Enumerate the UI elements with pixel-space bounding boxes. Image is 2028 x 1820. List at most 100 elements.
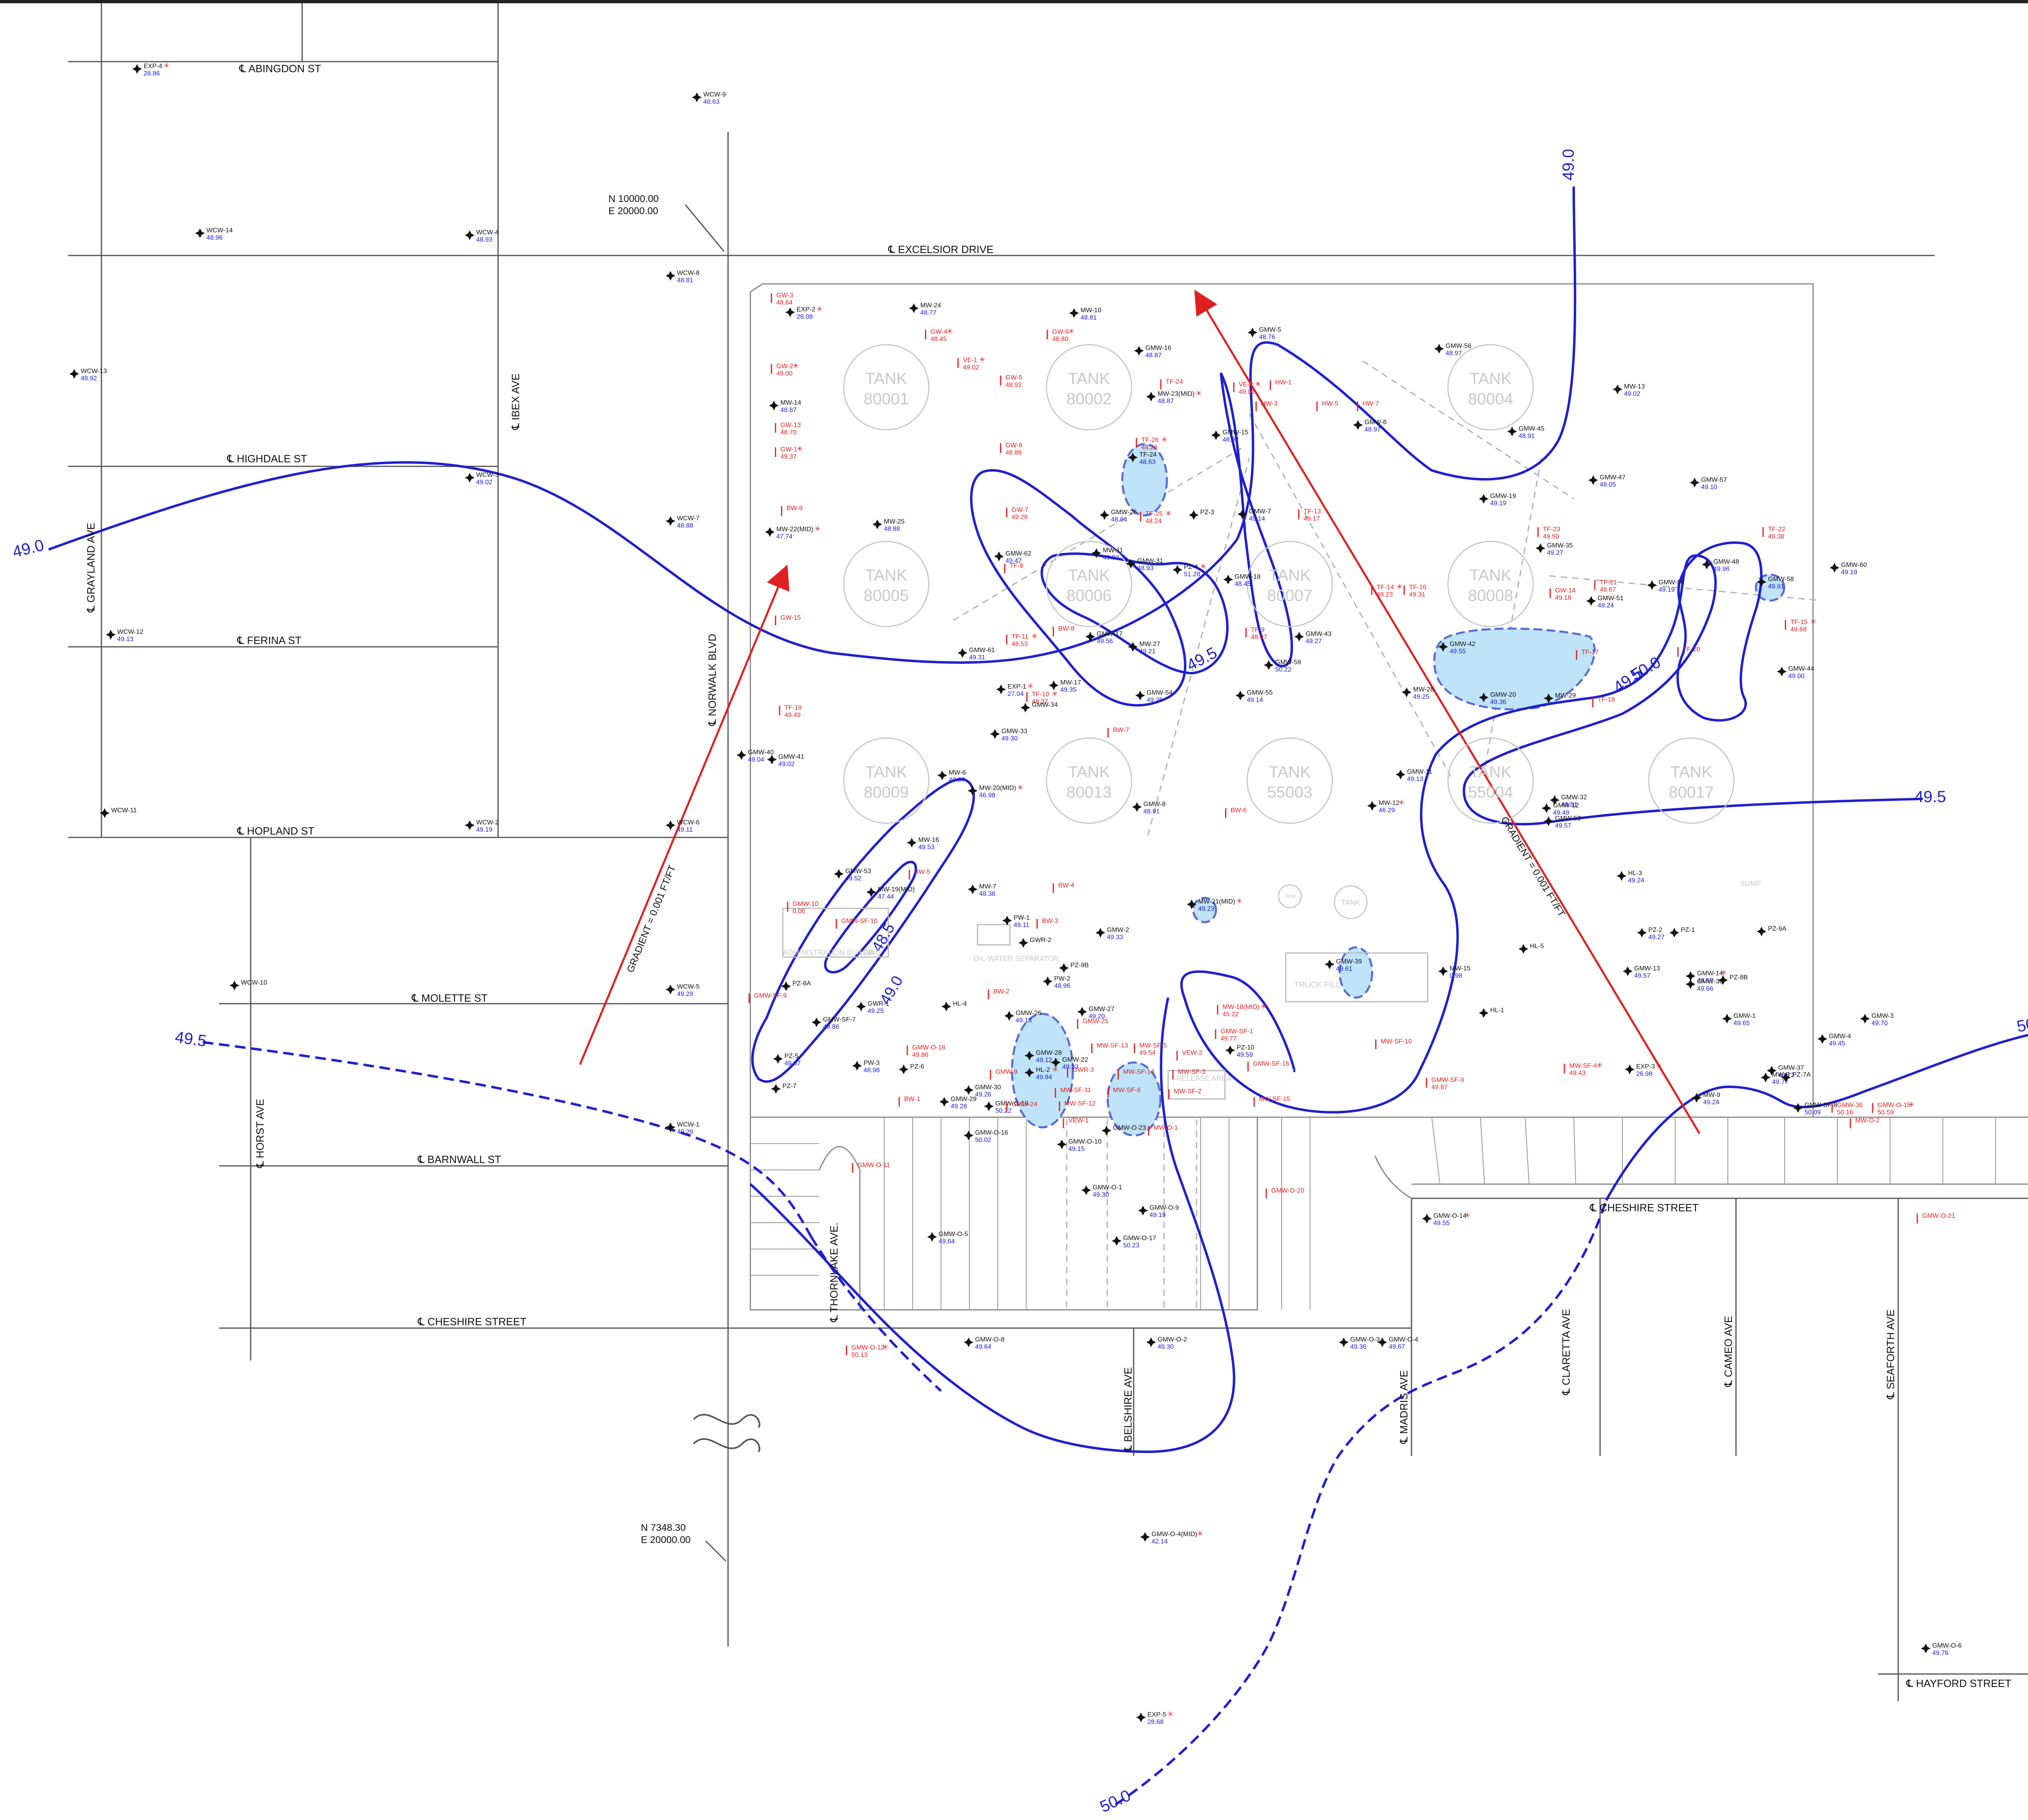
well-gmw-9[interactable]: GMW-9 bbox=[990, 1069, 1018, 1080]
well-gmw-1[interactable]: GMW-149.65 bbox=[1722, 1013, 1756, 1027]
well-gw-1[interactable]: GW-149.37✳ bbox=[775, 445, 803, 460]
well-pz-8a[interactable]: PZ-8A bbox=[781, 980, 811, 991]
well-exp-2[interactable]: EXP-228.08✳ bbox=[785, 305, 823, 320]
well-gmw-34[interactable]: GMW-34 bbox=[1020, 702, 1058, 713]
well-mw-o-2[interactable]: MW-O-2 bbox=[1850, 1117, 1880, 1128]
well-bw-4[interactable]: BW-4 bbox=[1053, 882, 1074, 893]
well-mw-sf-12[interactable]: MW-SF-12 bbox=[1059, 1100, 1096, 1111]
well-gmw-o-11[interactable]: GMW-O-11 bbox=[852, 1162, 890, 1173]
well-wcw-10[interactable]: WCW-10 bbox=[230, 979, 267, 990]
well-pz-3[interactable]: PZ-3 bbox=[1189, 509, 1214, 520]
well-gwr-3[interactable]: GWR-3 bbox=[1067, 1067, 1094, 1077]
well-gmw-o-2[interactable]: GMW-O-249.30 bbox=[1146, 1336, 1187, 1350]
well-mw-23-mid-[interactable]: MW-23(MID)48.87 ✳ bbox=[1146, 389, 1202, 405]
well-gw-4[interactable]: GW-448.45✳ bbox=[925, 327, 953, 343]
well-exp-1[interactable]: EXP-127.04✳ bbox=[996, 682, 1033, 698]
well-wcw-4[interactable]: WCW-448.93 bbox=[465, 229, 499, 243]
well-pz-9b[interactable]: PZ-9B bbox=[1059, 962, 1089, 973]
well-pz-6[interactable]: PZ-6 bbox=[899, 1063, 924, 1074]
well-exp-5[interactable]: EXP-528.68✳ bbox=[1136, 1710, 1173, 1726]
well-gmw-o-20[interactable]: GMW-O-20 bbox=[1265, 1187, 1304, 1198]
well-gmw-o-4[interactable]: GMW-O-449.67 bbox=[1377, 1336, 1418, 1350]
well-gmw-24[interactable]: GMW-24 bbox=[1006, 1101, 1038, 1112]
well-gw-3[interactable]: GW-348.64 bbox=[771, 292, 793, 306]
well-gw-8[interactable]: GW-848.86 bbox=[1000, 442, 1023, 456]
well-pw-1[interactable]: PW-149.11 bbox=[1002, 914, 1030, 929]
well-wcw-11[interactable]: WCW-11 bbox=[100, 807, 137, 818]
well-hw-3[interactable]: HW-3 bbox=[1255, 400, 1278, 411]
well-pw-2[interactable]: PW-248.96 bbox=[1043, 975, 1070, 989]
well-gmw-sf-7[interactable]: GMW-SF-749.86 bbox=[812, 1016, 856, 1030]
well-bw-3[interactable]: BW-3 bbox=[1036, 918, 1058, 929]
well-pz-7[interactable]: PZ-7 bbox=[771, 1083, 797, 1094]
well-wcw-8[interactable]: WCW-848.81 bbox=[666, 270, 700, 284]
well-gw-15[interactable]: GW-15 bbox=[775, 614, 801, 625]
well-wcw-3[interactable]: WCW-349.02 bbox=[465, 472, 499, 486]
well-gmw-o-5[interactable]: GMW-O-549.64 bbox=[927, 1231, 968, 1245]
well-mw-8[interactable]: MW-849.77 bbox=[1761, 1071, 1789, 1086]
well-wcw-9[interactable]: WCW-948.63 bbox=[692, 91, 726, 105]
well-gmw-o-8[interactable]: GMW-O-849.64 bbox=[964, 1336, 1005, 1350]
well-mw-22-mid-[interactable]: MW-22(MID)47.74 ✳ bbox=[765, 525, 821, 540]
well-gmw-o-1[interactable]: GMW-O-149.30 bbox=[1081, 1184, 1122, 1198]
well-mw-sf-6[interactable]: MW-SF-6 bbox=[1107, 1087, 1141, 1098]
well-mw-sf-15[interactable]: MW-SF-15 bbox=[1253, 1096, 1290, 1107]
well-gmw-sf-9[interactable]: GMW-SF-9 bbox=[748, 992, 787, 1003]
well-mw-sf-4[interactable]: MW-SF-449.43 ✳ bbox=[1564, 1061, 1603, 1077]
well-mw-20-mid-[interactable]: MW-20(MID)46.98 ✳ bbox=[968, 783, 1023, 799]
well-gwr-2[interactable]: GWR-2 bbox=[1018, 937, 1051, 948]
well-mw-sf-2[interactable]: MW-SF-2 bbox=[1168, 1088, 1201, 1099]
well-ve-1[interactable]: VE-149.02✳ bbox=[957, 356, 985, 371]
well-hl-3[interactable]: HL-349.24 bbox=[1617, 870, 1644, 884]
well-hw-7[interactable]: HW-7 bbox=[1357, 400, 1379, 411]
well-hl-4[interactable]: HL-4 bbox=[941, 1000, 967, 1011]
well-gmw-sf-9[interactable]: GMW-SF-949.87 bbox=[1426, 1077, 1464, 1091]
well-pz-7a[interactable]: PZ-7A bbox=[1781, 1071, 1811, 1082]
well-pz-9a[interactable]: PZ-9A bbox=[1757, 925, 1787, 936]
